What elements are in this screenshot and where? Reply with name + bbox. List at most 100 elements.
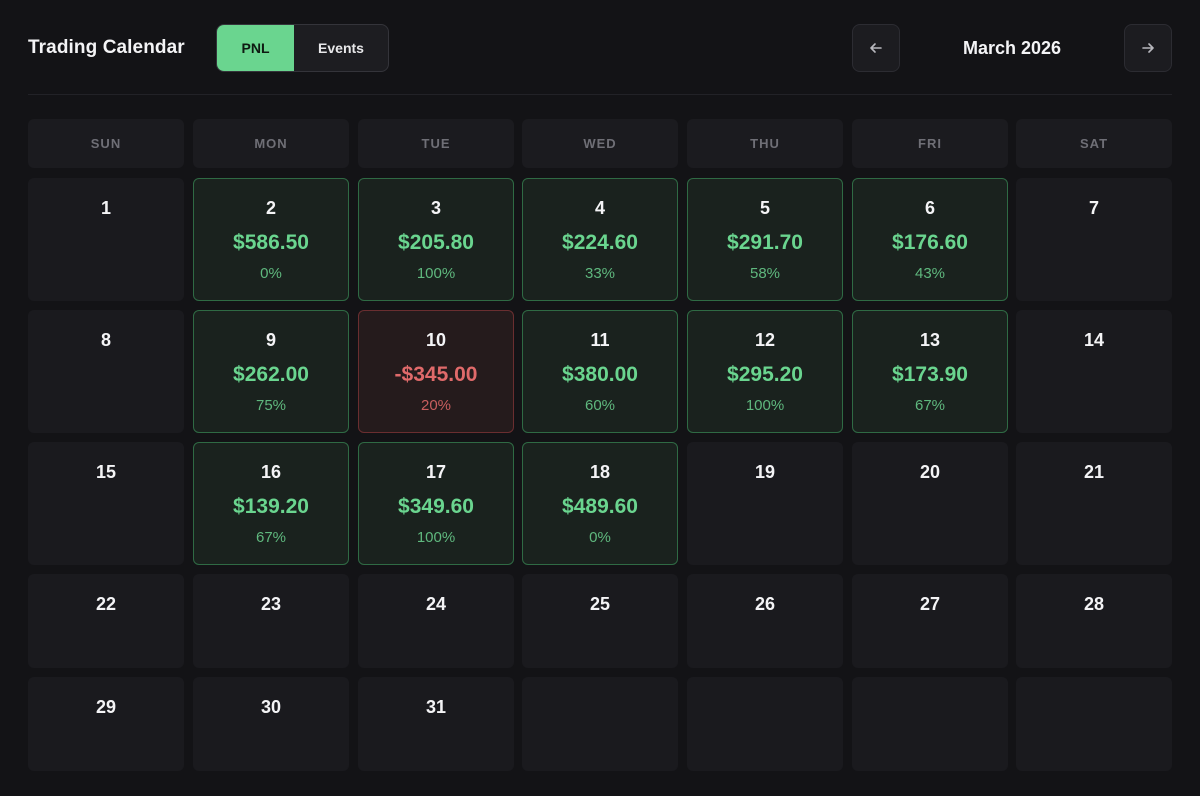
day-pnl-value: $139.20	[233, 495, 309, 518]
day-cell-6[interactable]: 6 $176.60 43%	[852, 178, 1008, 301]
empty-day-cell	[687, 677, 843, 771]
day-cell-10[interactable]: 10 -$345.00 20%	[358, 310, 514, 433]
weekday-header-mon: MON	[193, 119, 349, 168]
day-win-rate: 0%	[589, 529, 611, 546]
day-number: 6	[924, 198, 935, 218]
day-win-rate: 67%	[914, 397, 946, 414]
day-cell-17[interactable]: 17 $349.60 100%	[358, 442, 514, 565]
day-cell-29[interactable]: 29	[28, 677, 184, 771]
day-cell-13[interactable]: 13 $173.90 67%	[852, 310, 1008, 433]
day-number: 10	[425, 330, 447, 350]
day-cell-19[interactable]: 19	[687, 442, 843, 565]
day-win-rate: 100%	[745, 397, 785, 414]
pnl-toggle-button[interactable]: PNL	[217, 25, 294, 71]
day-cell-30[interactable]: 30	[193, 677, 349, 771]
day-win-rate: 75%	[255, 397, 287, 414]
next-month-button[interactable]	[1124, 24, 1172, 72]
day-pnl-value: $224.60	[562, 231, 638, 254]
day-cell-16[interactable]: 16 $139.20 67%	[193, 442, 349, 565]
day-pnl-value: $586.50	[233, 231, 309, 254]
day-win-rate: 60%	[584, 397, 616, 414]
day-number: 11	[590, 330, 610, 350]
previous-month-button[interactable]	[852, 24, 900, 72]
day-number: 5	[759, 198, 770, 218]
day-win-rate: 20%	[420, 397, 452, 414]
day-cell-27[interactable]: 27	[852, 574, 1008, 668]
day-cell-1[interactable]: 1	[28, 178, 184, 301]
day-cell-22[interactable]: 22	[28, 574, 184, 668]
day-number: 7	[1088, 198, 1099, 218]
day-number: 2	[265, 198, 276, 218]
day-cell-21[interactable]: 21	[1016, 442, 1172, 565]
day-number: 23	[260, 594, 282, 614]
day-cell-3[interactable]: 3 $205.80 100%	[358, 178, 514, 301]
day-win-rate: 33%	[584, 265, 616, 282]
weekday-header-wed: WED	[522, 119, 678, 168]
day-cell-5[interactable]: 5 $291.70 58%	[687, 178, 843, 301]
day-pnl-value: $349.60	[398, 495, 474, 518]
empty-day-cell	[522, 677, 678, 771]
weekday-header-sat: SAT	[1016, 119, 1172, 168]
weekday-header-sun: SUN	[28, 119, 184, 168]
day-win-rate: 100%	[416, 529, 456, 546]
day-cell-31[interactable]: 31	[358, 677, 514, 771]
day-pnl-value: -$345.00	[394, 363, 478, 386]
calendar-header: Trading Calendar PNL Events March 2026	[28, 24, 1172, 72]
day-cell-25[interactable]: 25	[522, 574, 678, 668]
current-month-label: March 2026	[962, 38, 1062, 58]
day-cell-8[interactable]: 8	[28, 310, 184, 433]
day-number: 8	[100, 330, 111, 350]
weekday-header-tue: TUE	[358, 119, 514, 168]
day-number: 31	[425, 697, 447, 717]
day-number: 4	[594, 198, 605, 218]
events-toggle-button[interactable]: Events	[318, 40, 364, 56]
day-cell-18[interactable]: 18 $489.60 0%	[522, 442, 678, 565]
day-number: 28	[1083, 594, 1105, 614]
weekday-header-thu: THU	[687, 119, 843, 168]
day-win-rate: 100%	[416, 265, 456, 282]
day-cell-9[interactable]: 9 $262.00 75%	[193, 310, 349, 433]
day-number: 24	[425, 594, 447, 614]
day-number: 21	[1083, 462, 1105, 482]
day-number: 17	[425, 462, 447, 482]
day-number: 22	[95, 594, 117, 614]
day-number: 9	[265, 330, 276, 350]
day-win-rate: 43%	[914, 265, 946, 282]
day-pnl-value: $205.80	[398, 231, 474, 254]
day-cell-12[interactable]: 12 $295.20 100%	[687, 310, 843, 433]
day-number: 19	[754, 462, 776, 482]
day-cell-2[interactable]: 2 $586.50 0%	[193, 178, 349, 301]
day-cell-15[interactable]: 15	[28, 442, 184, 565]
day-number: 3	[430, 198, 441, 218]
day-pnl-value: $262.00	[233, 363, 309, 386]
header-divider	[28, 94, 1172, 95]
day-cell-23[interactable]: 23	[193, 574, 349, 668]
day-number: 20	[919, 462, 941, 482]
view-toggle: PNL Events	[216, 24, 389, 72]
day-pnl-value: $489.60	[562, 495, 638, 518]
day-number: 29	[95, 697, 117, 717]
day-cell-28[interactable]: 28	[1016, 574, 1172, 668]
day-number: 25	[589, 594, 611, 614]
day-cell-4[interactable]: 4 $224.60 33%	[522, 178, 678, 301]
day-number: 15	[95, 462, 117, 482]
day-win-rate: 58%	[749, 265, 781, 282]
day-cell-11[interactable]: 11 $380.00 60%	[522, 310, 678, 433]
empty-day-cell	[1016, 677, 1172, 771]
day-win-rate: 0%	[260, 265, 282, 282]
day-cell-14[interactable]: 14	[1016, 310, 1172, 433]
day-cell-26[interactable]: 26	[687, 574, 843, 668]
day-number: 18	[589, 462, 611, 482]
day-cell-20[interactable]: 20	[852, 442, 1008, 565]
day-cell-24[interactable]: 24	[358, 574, 514, 668]
day-number: 13	[919, 330, 941, 350]
day-cell-7[interactable]: 7	[1016, 178, 1172, 301]
day-number: 1	[100, 198, 111, 218]
day-pnl-value: $295.20	[727, 363, 803, 386]
day-number: 12	[754, 330, 776, 350]
day-number: 30	[260, 697, 282, 717]
day-number: 14	[1083, 330, 1105, 350]
arrow-left-icon	[870, 43, 882, 53]
day-number: 26	[754, 594, 776, 614]
